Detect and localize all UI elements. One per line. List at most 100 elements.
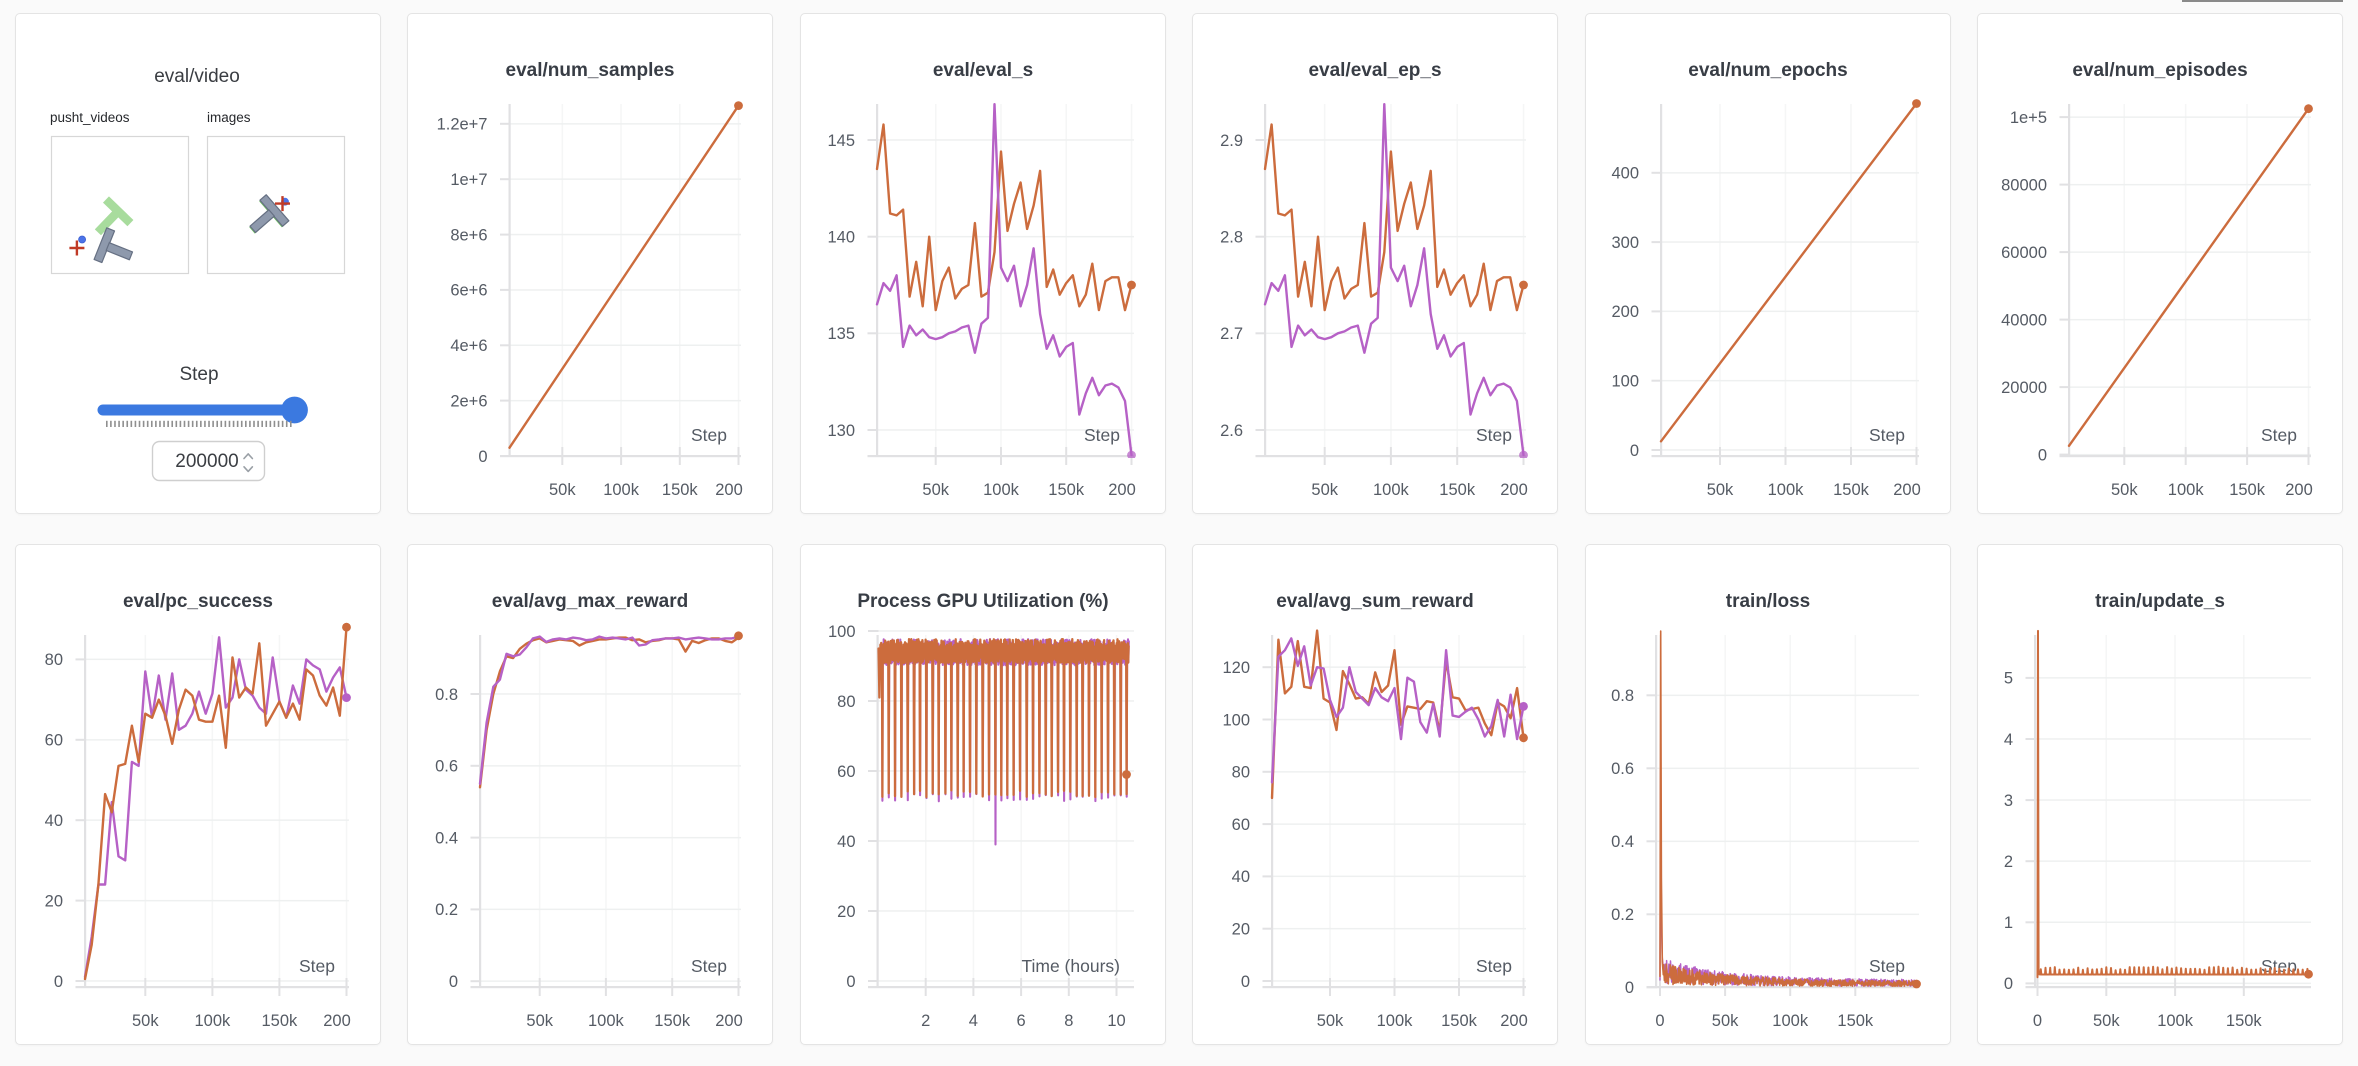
svg-text:50k: 50k bbox=[1317, 1012, 1344, 1030]
svg-text:1.2e+7: 1.2e+7 bbox=[437, 116, 488, 134]
svg-text:50k: 50k bbox=[2111, 481, 2138, 499]
svg-text:2e+6: 2e+6 bbox=[450, 392, 487, 410]
svg-text:20: 20 bbox=[1232, 921, 1250, 939]
svg-text:150k: 150k bbox=[1837, 1012, 1874, 1030]
svg-text:150k: 150k bbox=[2226, 1012, 2263, 1030]
svg-text:eval/num_epochs: eval/num_epochs bbox=[1688, 60, 1847, 81]
svg-text:eval/avg_max_reward: eval/avg_max_reward bbox=[492, 591, 688, 612]
svg-text:eval/num_episodes: eval/num_episodes bbox=[2072, 60, 2247, 81]
svg-text:0: 0 bbox=[1625, 979, 1634, 997]
svg-text:eval/pc_success: eval/pc_success bbox=[123, 591, 273, 612]
svg-text:100k: 100k bbox=[983, 481, 1020, 499]
svg-text:50k: 50k bbox=[922, 481, 949, 499]
svg-text:0.4: 0.4 bbox=[1611, 833, 1634, 851]
svg-text:80: 80 bbox=[1232, 764, 1250, 782]
svg-text:0: 0 bbox=[2004, 975, 2013, 993]
svg-text:20000: 20000 bbox=[2001, 379, 2047, 397]
svg-text:Step: Step bbox=[1476, 425, 1512, 445]
svg-text:150k: 150k bbox=[1441, 1012, 1478, 1030]
svg-text:200: 200 bbox=[2285, 481, 2313, 499]
svg-text:4e+6: 4e+6 bbox=[450, 337, 487, 355]
svg-text:Step: Step bbox=[1476, 956, 1512, 976]
svg-text:150k: 150k bbox=[662, 481, 699, 499]
svg-text:100k: 100k bbox=[1373, 481, 1410, 499]
svg-text:200: 200 bbox=[323, 1012, 351, 1030]
svg-text:0: 0 bbox=[1241, 973, 1250, 991]
svg-text:80: 80 bbox=[45, 651, 63, 669]
svg-text:Step: Step bbox=[1869, 425, 1905, 445]
svg-text:80: 80 bbox=[837, 693, 855, 711]
svg-text:100k: 100k bbox=[2168, 481, 2205, 499]
svg-text:4: 4 bbox=[2004, 731, 2013, 749]
svg-text:40000: 40000 bbox=[2001, 311, 2047, 329]
svg-text:0: 0 bbox=[478, 448, 487, 466]
svg-text:200: 200 bbox=[1108, 481, 1136, 499]
svg-text:150k: 150k bbox=[2229, 481, 2266, 499]
svg-text:130: 130 bbox=[827, 422, 855, 440]
svg-text:6e+6: 6e+6 bbox=[450, 282, 487, 300]
svg-text:145: 145 bbox=[827, 132, 855, 150]
svg-text:150k: 150k bbox=[654, 1012, 691, 1030]
svg-text:eval/num_samples: eval/num_samples bbox=[506, 60, 675, 81]
svg-text:0: 0 bbox=[1630, 442, 1639, 460]
svg-text:6: 6 bbox=[1017, 1012, 1026, 1030]
svg-text:300: 300 bbox=[1611, 234, 1639, 252]
svg-text:Process GPU Utilization (%): Process GPU Utilization (%) bbox=[857, 591, 1108, 612]
svg-text:400: 400 bbox=[1611, 165, 1639, 183]
svg-text:train/update_s: train/update_s bbox=[2095, 591, 2225, 612]
svg-text:50k: 50k bbox=[549, 481, 576, 499]
svg-text:0.8: 0.8 bbox=[435, 686, 458, 704]
svg-text:2.6: 2.6 bbox=[1220, 422, 1243, 440]
svg-text:0: 0 bbox=[2033, 1012, 2042, 1030]
svg-text:Step: Step bbox=[691, 425, 727, 445]
svg-text:100k: 100k bbox=[603, 481, 640, 499]
svg-text:100k: 100k bbox=[1768, 481, 1805, 499]
svg-text:0: 0 bbox=[1655, 1012, 1664, 1030]
svg-text:100k: 100k bbox=[588, 1012, 625, 1030]
svg-text:100k: 100k bbox=[2157, 1012, 2194, 1030]
svg-text:1e+7: 1e+7 bbox=[450, 171, 487, 189]
svg-text:0: 0 bbox=[2038, 446, 2047, 464]
svg-text:40: 40 bbox=[837, 833, 855, 851]
svg-text:200: 200 bbox=[1500, 1012, 1528, 1030]
svg-text:60000: 60000 bbox=[2001, 244, 2047, 262]
svg-text:100: 100 bbox=[828, 623, 856, 641]
svg-text:50k: 50k bbox=[132, 1012, 159, 1030]
svg-text:20: 20 bbox=[837, 903, 855, 921]
svg-text:0: 0 bbox=[449, 973, 458, 991]
svg-text:eval/eval_s: eval/eval_s bbox=[933, 60, 1033, 81]
svg-text:200000: 200000 bbox=[175, 451, 238, 472]
svg-text:50k: 50k bbox=[2093, 1012, 2120, 1030]
svg-text:8: 8 bbox=[1064, 1012, 1073, 1030]
svg-text:Step: Step bbox=[1084, 425, 1120, 445]
svg-text:2: 2 bbox=[921, 1012, 930, 1030]
svg-text:0.6: 0.6 bbox=[1611, 760, 1634, 778]
svg-text:20: 20 bbox=[45, 892, 63, 910]
svg-text:Step: Step bbox=[1869, 956, 1905, 976]
svg-text:80000: 80000 bbox=[2001, 176, 2047, 194]
svg-text:2.8: 2.8 bbox=[1220, 229, 1243, 247]
svg-text:pusht_videos: pusht_videos bbox=[50, 110, 130, 125]
svg-text:40: 40 bbox=[1232, 868, 1250, 886]
svg-text:eval/video: eval/video bbox=[154, 66, 240, 87]
svg-text:2.9: 2.9 bbox=[1220, 132, 1243, 150]
svg-text:100: 100 bbox=[1222, 711, 1250, 729]
svg-text:5: 5 bbox=[2004, 670, 2013, 688]
svg-text:200: 200 bbox=[1893, 481, 1921, 499]
svg-text:200: 200 bbox=[1611, 303, 1639, 321]
svg-text:0: 0 bbox=[54, 973, 63, 991]
svg-text:0.8: 0.8 bbox=[1611, 687, 1634, 705]
svg-text:0.6: 0.6 bbox=[435, 758, 458, 776]
svg-text:Step: Step bbox=[179, 364, 218, 385]
svg-text:135: 135 bbox=[827, 325, 855, 343]
svg-text:10: 10 bbox=[1107, 1012, 1125, 1030]
svg-text:100k: 100k bbox=[1772, 1012, 1809, 1030]
svg-text:1e+5: 1e+5 bbox=[2010, 109, 2047, 127]
svg-text:150k: 150k bbox=[1048, 481, 1085, 499]
svg-text:eval/eval_ep_s: eval/eval_ep_s bbox=[1308, 60, 1441, 81]
svg-text:0.2: 0.2 bbox=[435, 901, 458, 919]
svg-text:50k: 50k bbox=[1712, 1012, 1739, 1030]
svg-text:60: 60 bbox=[45, 732, 63, 750]
svg-text:50k: 50k bbox=[526, 1012, 553, 1030]
svg-text:3: 3 bbox=[2004, 792, 2013, 810]
